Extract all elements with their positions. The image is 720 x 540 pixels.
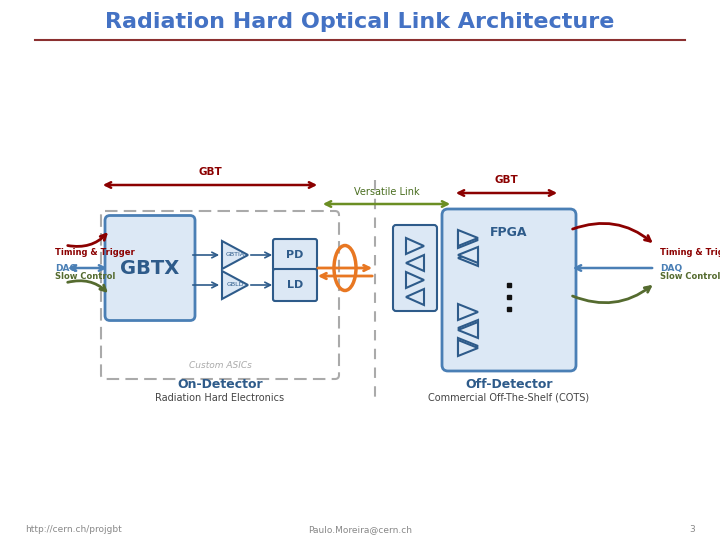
FancyBboxPatch shape (273, 239, 317, 271)
Text: GBLD: GBLD (226, 282, 244, 287)
Polygon shape (458, 230, 478, 246)
Text: GBT: GBT (198, 167, 222, 177)
Text: Slow Control: Slow Control (55, 272, 115, 281)
Text: GBTX: GBTX (120, 259, 179, 278)
Text: 3: 3 (689, 525, 695, 535)
FancyBboxPatch shape (105, 215, 195, 321)
Text: Paulo.Moreira@cern.ch: Paulo.Moreira@cern.ch (308, 525, 412, 535)
Polygon shape (222, 241, 248, 269)
Text: Versatile Link: Versatile Link (354, 187, 419, 197)
Text: GBTIA: GBTIA (225, 253, 245, 258)
Text: Timing & Trigger: Timing & Trigger (660, 248, 720, 257)
Polygon shape (458, 232, 478, 248)
Text: Off-Detector: Off-Detector (465, 379, 553, 392)
Text: LD: LD (287, 280, 303, 290)
Text: DAQ: DAQ (660, 264, 683, 273)
Text: Commercial Off-The-Shelf (COTS): Commercial Off-The-Shelf (COTS) (428, 393, 590, 403)
Polygon shape (406, 238, 424, 254)
Text: Slow Control: Slow Control (660, 272, 720, 281)
Polygon shape (458, 250, 478, 266)
Text: Custom ASICs: Custom ASICs (189, 361, 251, 369)
Polygon shape (458, 304, 478, 320)
Polygon shape (458, 340, 478, 356)
Text: On-Detector: On-Detector (177, 379, 263, 392)
Text: GBT: GBT (495, 175, 518, 185)
FancyBboxPatch shape (273, 269, 317, 301)
Text: Radiation Hard Optical Link Architecture: Radiation Hard Optical Link Architecture (105, 12, 615, 32)
Polygon shape (458, 338, 478, 354)
Text: http://cern.ch/projgbt: http://cern.ch/projgbt (25, 525, 122, 535)
Text: Radiation Hard Electronics: Radiation Hard Electronics (156, 393, 284, 403)
FancyBboxPatch shape (442, 209, 576, 371)
Polygon shape (458, 247, 478, 263)
Polygon shape (458, 322, 478, 338)
Polygon shape (222, 271, 248, 299)
Text: DAQ: DAQ (55, 264, 77, 273)
Polygon shape (406, 255, 424, 271)
Text: Timing & Trigger: Timing & Trigger (55, 248, 135, 257)
Polygon shape (406, 272, 424, 288)
Polygon shape (458, 320, 478, 336)
Polygon shape (406, 289, 424, 305)
Text: FPGA: FPGA (490, 226, 528, 240)
Text: PD: PD (287, 250, 304, 260)
FancyBboxPatch shape (393, 225, 437, 311)
